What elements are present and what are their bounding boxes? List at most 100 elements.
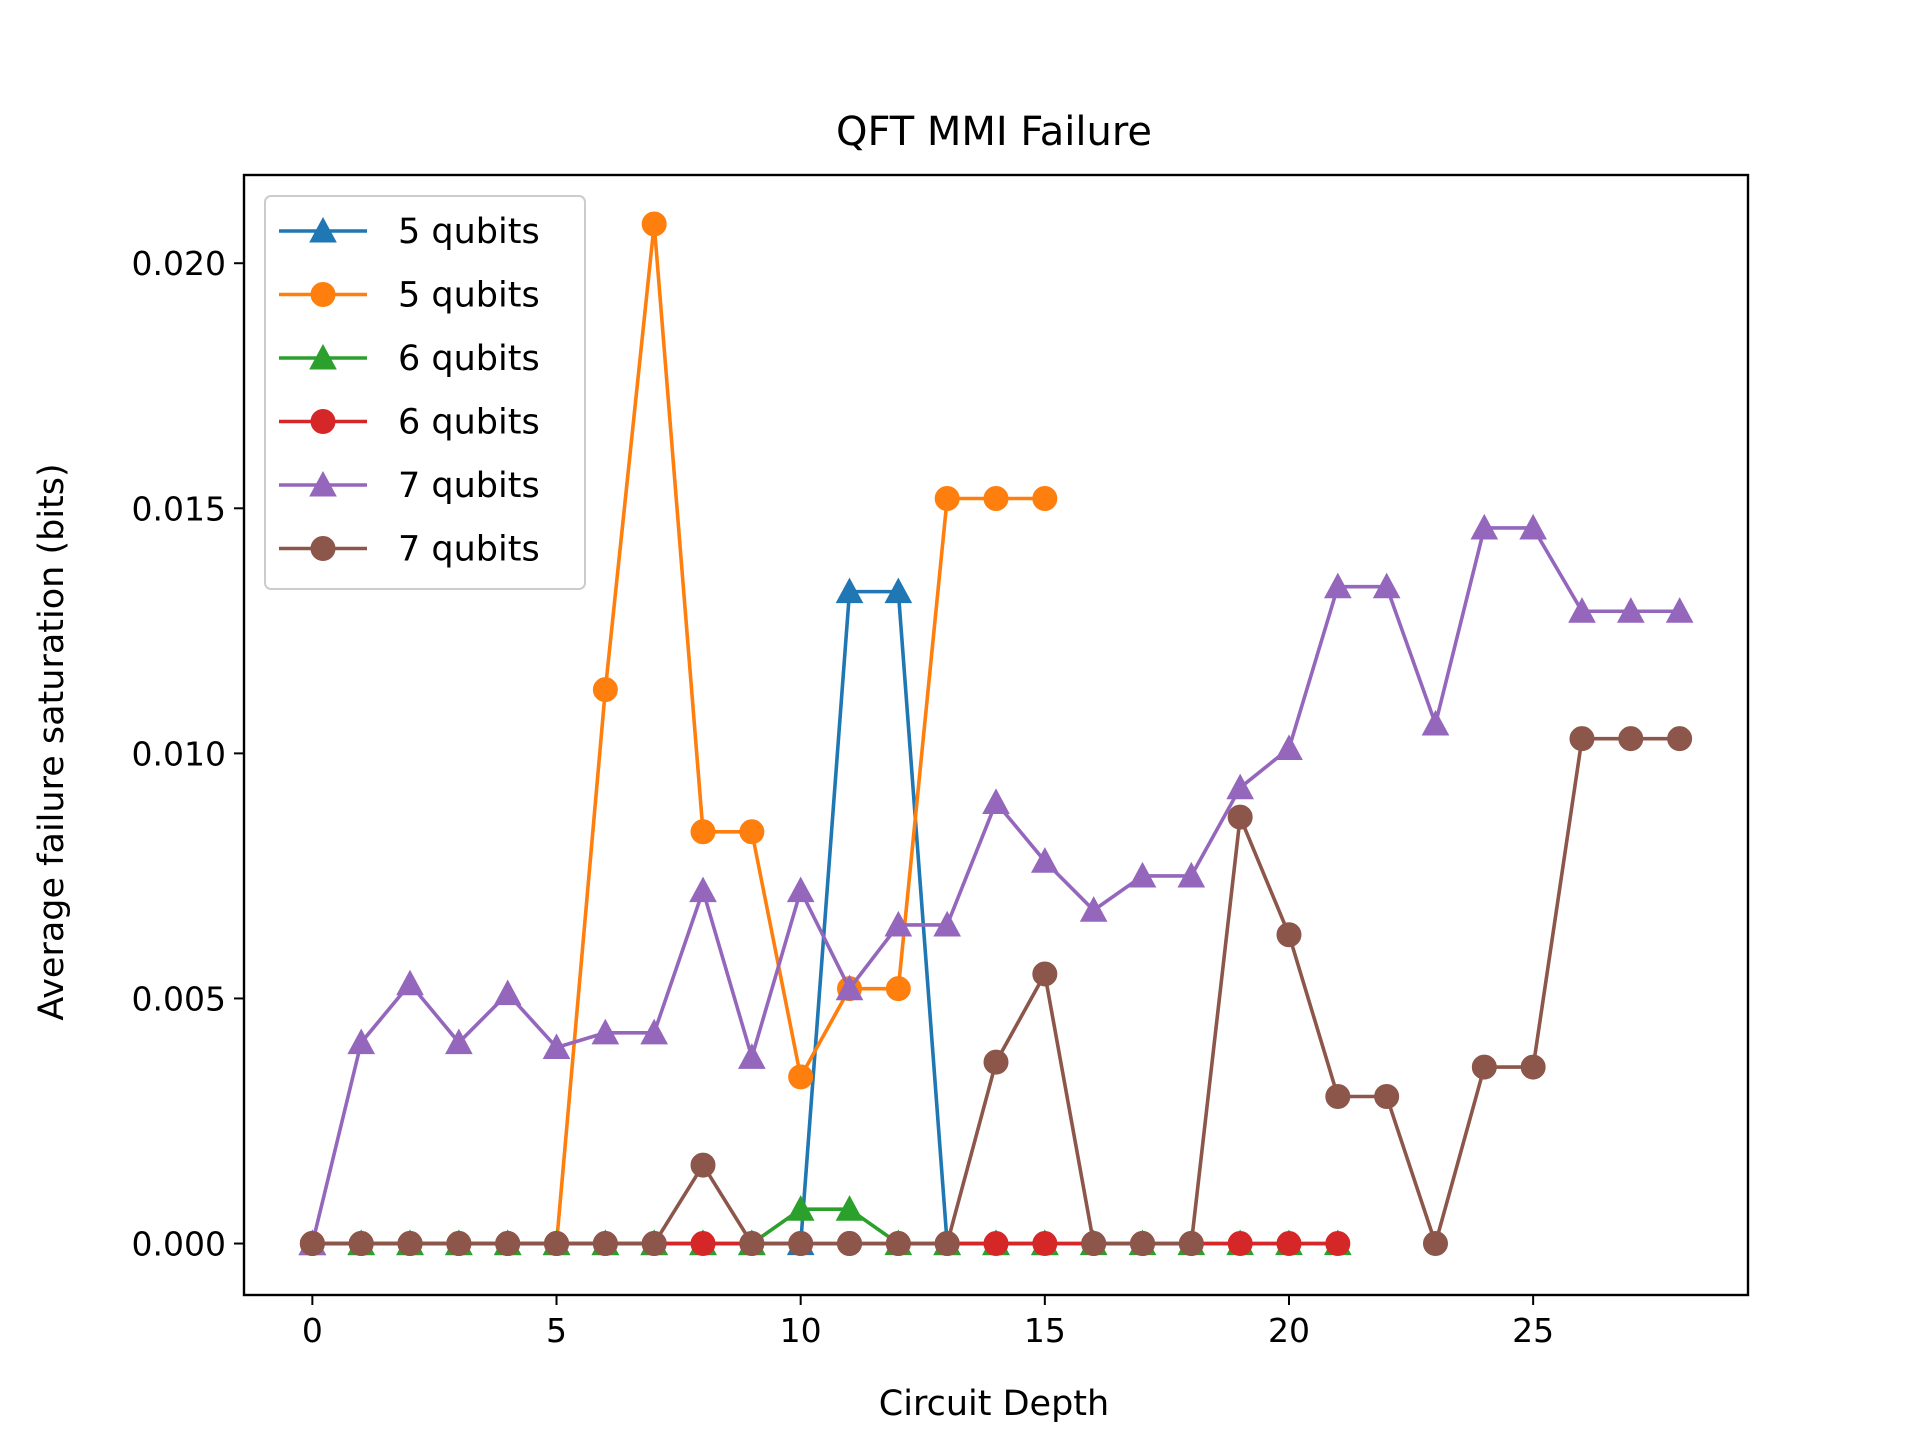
data-point bbox=[1568, 597, 1596, 623]
y-tick-label: 0.020 bbox=[132, 244, 226, 283]
data-point bbox=[1032, 961, 1058, 987]
data-point bbox=[493, 979, 522, 1006]
x-tick-label: 25 bbox=[1512, 1311, 1554, 1350]
data-point bbox=[1374, 1083, 1400, 1109]
data-point bbox=[1226, 773, 1254, 800]
data-point bbox=[445, 1028, 473, 1055]
data-point bbox=[885, 1231, 911, 1257]
data-point bbox=[542, 1033, 571, 1060]
data-point bbox=[689, 876, 717, 903]
data-point bbox=[396, 969, 424, 996]
legend-entry: 5 qubits bbox=[279, 276, 540, 316]
data-point bbox=[934, 1231, 960, 1257]
data-point bbox=[1178, 1231, 1204, 1257]
data-point bbox=[835, 1195, 864, 1221]
series-6 bbox=[299, 726, 1693, 1257]
data-point bbox=[1276, 922, 1302, 948]
legend-marker bbox=[309, 470, 337, 497]
x-tick-label: 10 bbox=[780, 1311, 822, 1350]
data-point bbox=[1618, 726, 1644, 752]
legend-entry: 5 qubits bbox=[279, 212, 540, 252]
data-point bbox=[1276, 1231, 1302, 1257]
data-point bbox=[1032, 486, 1058, 512]
data-point bbox=[690, 819, 716, 845]
data-point bbox=[835, 974, 864, 1001]
data-point bbox=[835, 577, 864, 604]
x-axis: 0 5 10 15 20 25 bbox=[302, 1295, 1554, 1350]
data-point bbox=[1079, 896, 1108, 922]
data-point bbox=[786, 1195, 815, 1221]
data-point bbox=[690, 1231, 716, 1257]
data-point bbox=[1470, 513, 1499, 540]
data-point bbox=[885, 976, 911, 1002]
legend-marker bbox=[309, 216, 337, 243]
y-tick-label: 0.015 bbox=[132, 489, 226, 528]
data-point bbox=[1325, 1083, 1351, 1109]
data-point bbox=[1323, 572, 1352, 599]
legend-marker bbox=[310, 409, 336, 434]
data-point bbox=[739, 819, 765, 845]
data-point bbox=[982, 788, 1010, 814]
chart-title: QFT MMI Failure bbox=[836, 109, 1152, 155]
data-point bbox=[1030, 847, 1059, 873]
legend-label: 5 qubits bbox=[398, 276, 540, 316]
legend-label: 6 qubits bbox=[398, 403, 540, 443]
data-point bbox=[1081, 1231, 1107, 1257]
data-point bbox=[1471, 1054, 1497, 1080]
data-point bbox=[983, 1231, 1009, 1257]
y-tick-label: 0.000 bbox=[132, 1225, 226, 1264]
legend-entry: 7 qubits bbox=[279, 530, 540, 570]
data-point bbox=[347, 1028, 376, 1055]
legend-label: 7 qubits bbox=[398, 466, 540, 506]
data-point bbox=[1227, 1231, 1253, 1257]
legend-entry: 6 qubits bbox=[279, 339, 540, 379]
data-point bbox=[837, 1231, 863, 1257]
data-point bbox=[934, 486, 960, 512]
data-point bbox=[884, 910, 913, 937]
data-point bbox=[983, 486, 1009, 512]
data-point bbox=[1569, 726, 1595, 752]
data-point bbox=[1227, 804, 1253, 830]
data-point bbox=[1422, 1231, 1448, 1257]
data-point bbox=[738, 1043, 766, 1069]
data-point bbox=[1275, 734, 1303, 761]
data-point bbox=[1032, 1231, 1058, 1257]
data-point bbox=[446, 1231, 472, 1257]
data-point bbox=[397, 1231, 423, 1257]
data-point bbox=[592, 677, 618, 703]
x-tick-label: 5 bbox=[546, 1311, 567, 1350]
legend-marker bbox=[310, 536, 336, 561]
data-point bbox=[591, 1018, 620, 1045]
legend-marker bbox=[310, 282, 336, 307]
legend-label: 7 qubits bbox=[398, 530, 540, 570]
x-tick-label: 0 bbox=[302, 1311, 323, 1350]
data-point bbox=[1421, 709, 1450, 736]
data-point bbox=[1520, 1054, 1546, 1080]
legend: 5 qubits 5 qubits 6 qubits 6 qubits 7 qubits… bbox=[264, 195, 586, 590]
data-point bbox=[1129, 1231, 1155, 1257]
legend-entries: 5 qubits 5 qubits 6 qubits 6 qubits 7 qubits… bbox=[279, 212, 540, 570]
series-layer bbox=[298, 211, 1694, 1257]
data-point bbox=[1177, 861, 1206, 888]
data-point bbox=[1519, 513, 1547, 540]
data-point bbox=[495, 1231, 521, 1257]
x-tick-label: 15 bbox=[1024, 1311, 1066, 1350]
data-point bbox=[788, 1231, 814, 1257]
y-tick-label: 0.010 bbox=[132, 734, 226, 773]
data-point bbox=[641, 211, 667, 237]
data-point bbox=[884, 577, 913, 604]
legend-label: 6 qubits bbox=[398, 339, 540, 379]
y-tick-label: 0.005 bbox=[132, 979, 226, 1018]
data-point bbox=[1372, 572, 1401, 599]
data-point bbox=[640, 1018, 669, 1045]
data-point bbox=[592, 1231, 618, 1257]
data-point bbox=[299, 1231, 325, 1257]
x-tick-label: 20 bbox=[1268, 1311, 1310, 1350]
legend-entry: 7 qubits bbox=[279, 466, 540, 506]
data-point bbox=[690, 1152, 716, 1178]
legend-label: 5 qubits bbox=[398, 212, 540, 252]
series-5 bbox=[298, 513, 1694, 1256]
data-point bbox=[1667, 726, 1693, 752]
data-point bbox=[739, 1231, 765, 1257]
